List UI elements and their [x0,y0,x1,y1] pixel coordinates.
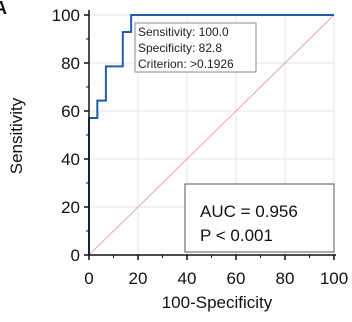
panel-label: A [0,0,7,18]
x-tick-labels: 0 20 40 60 80 100 [84,269,348,288]
criterion-specificity-text: Specificity: 82.8 [138,41,222,55]
y-tick-labels: 0 20 40 60 80 100 [52,6,80,265]
roc-curve-group [88,14,334,255]
p-value-text: P < 0.001 [200,226,273,245]
x-tick-label: 60 [227,269,246,288]
y-tick-label: 0 [71,246,80,265]
reference-line [88,14,335,256]
roc-curve [88,14,334,255]
reference-line-group [88,14,335,256]
criterion-threshold-text: Criterion: >0.1926 [138,57,234,71]
x-tick-label: 0 [84,269,93,288]
criterion-box-frame [134,22,257,73]
x-tick-label: 100 [320,269,348,288]
y-tick-label: 40 [61,150,80,169]
y-tick-label: 20 [61,198,80,217]
x-tick-label: 80 [276,269,295,288]
criterion-box: Sensitivity: 100.0 Specificity: 82.8 Cri… [134,22,257,73]
x-tick-label: 20 [129,269,148,288]
auc-value-text: AUC = 0.956 [200,202,298,221]
auc-box-frame [184,183,335,253]
y-tick-label: 80 [61,54,80,73]
axes [84,10,336,260]
y-axis-title: Sensitivity [7,97,26,174]
x-tick-label: 40 [178,269,197,288]
y-tick-label: 100 [52,6,80,25]
x-axis-title: 100-Specificity [162,293,273,312]
auc-box: AUC = 0.956 P < 0.001 [184,183,335,253]
criterion-sensitivity-text: Sensitivity: 100.0 [138,25,229,39]
y-tick-label: 60 [61,102,80,121]
